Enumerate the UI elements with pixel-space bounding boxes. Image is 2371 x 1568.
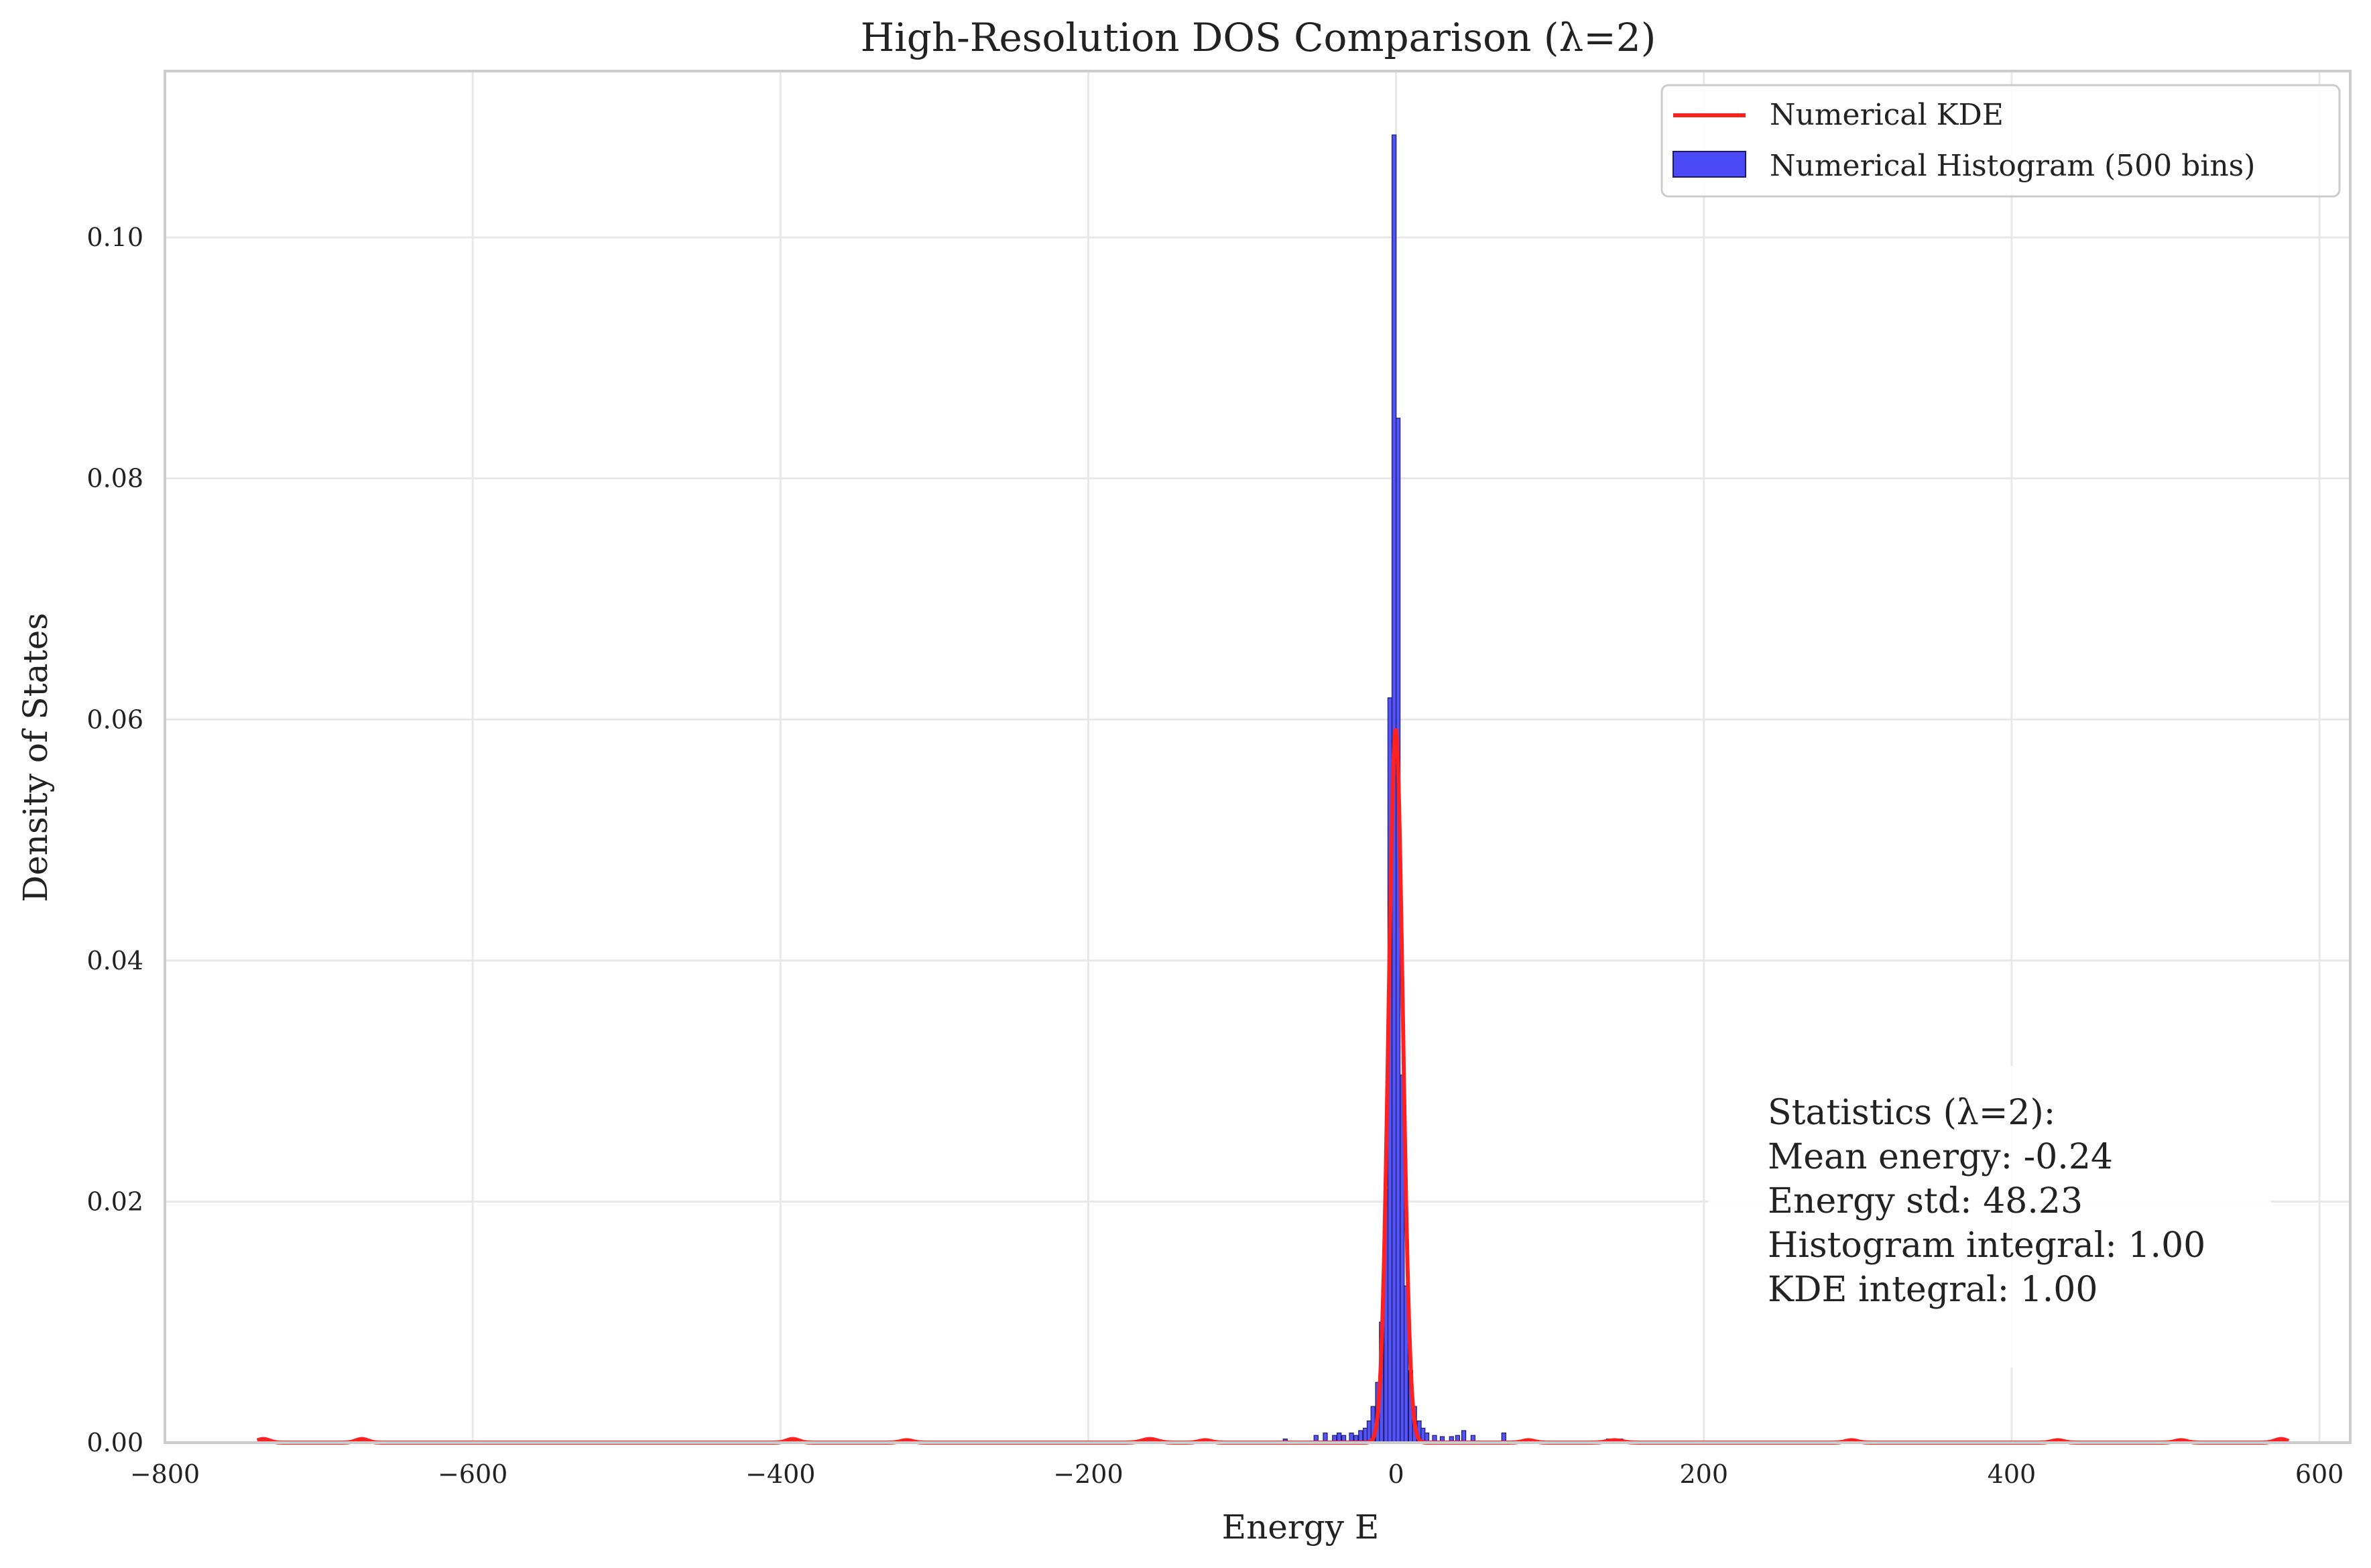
legend-kde-label: Numerical KDE <box>1770 98 2004 132</box>
y-tick-label: 0.08 <box>86 464 143 493</box>
y-tick-label: 0.00 <box>86 1428 143 1457</box>
x-tick-label: −200 <box>1053 1459 1123 1489</box>
x-tick-label: −600 <box>438 1459 507 1489</box>
x-tick-label: −800 <box>130 1459 200 1489</box>
legend-histogram-swatch <box>1673 151 1746 178</box>
y-tick-label: 0.02 <box>86 1187 143 1216</box>
statistics-box <box>1708 1066 2271 1368</box>
histogram-bar <box>1395 418 1401 1443</box>
plot-frame <box>164 70 2352 1444</box>
x-tick-label: 400 <box>1988 1459 2036 1489</box>
y-axis-title: Density of States <box>16 613 55 902</box>
x-tick-label: −400 <box>745 1459 815 1489</box>
legend-box <box>1660 84 2341 198</box>
y-tick-label: 0.06 <box>86 705 143 734</box>
chart-title: High-Resolution DOS Comparison (λ=2) <box>861 15 1656 60</box>
statistics-line: Mean energy: -0.24 <box>1768 1137 2113 1177</box>
x-tick-label: 0 <box>1388 1459 1404 1489</box>
legend-histogram-label: Numerical Histogram (500 bins) <box>1770 149 2255 183</box>
statistics-line: Histogram integral: 1.00 <box>1768 1225 2205 1266</box>
y-tick-label: 0.10 <box>86 223 143 252</box>
y-axis-ticks: 0.00 0.02 0.04 0.06 0.08 0.10 <box>86 223 143 1457</box>
legend: Numerical KDE Numerical Histogram (500 b… <box>1660 84 2341 198</box>
x-tick-label: 600 <box>2295 1459 2344 1489</box>
statistics-line: Statistics (λ=2): <box>1768 1093 2055 1133</box>
x-axis-title: Energy E <box>1222 1508 1380 1547</box>
x-tick-label: 200 <box>1680 1459 1729 1489</box>
statistics-line: KDE integral: 1.00 <box>1768 1270 2098 1310</box>
x-axis-ticks: −800 −600 −400 −200 0 200 400 600 <box>130 1459 2344 1489</box>
statistics-line: Energy std: 48.23 <box>1768 1181 2083 1221</box>
y-tick-label: 0.04 <box>86 946 143 975</box>
statistics-annotation: Statistics (λ=2): Mean energy: -0.24 Ene… <box>1708 1066 2271 1368</box>
